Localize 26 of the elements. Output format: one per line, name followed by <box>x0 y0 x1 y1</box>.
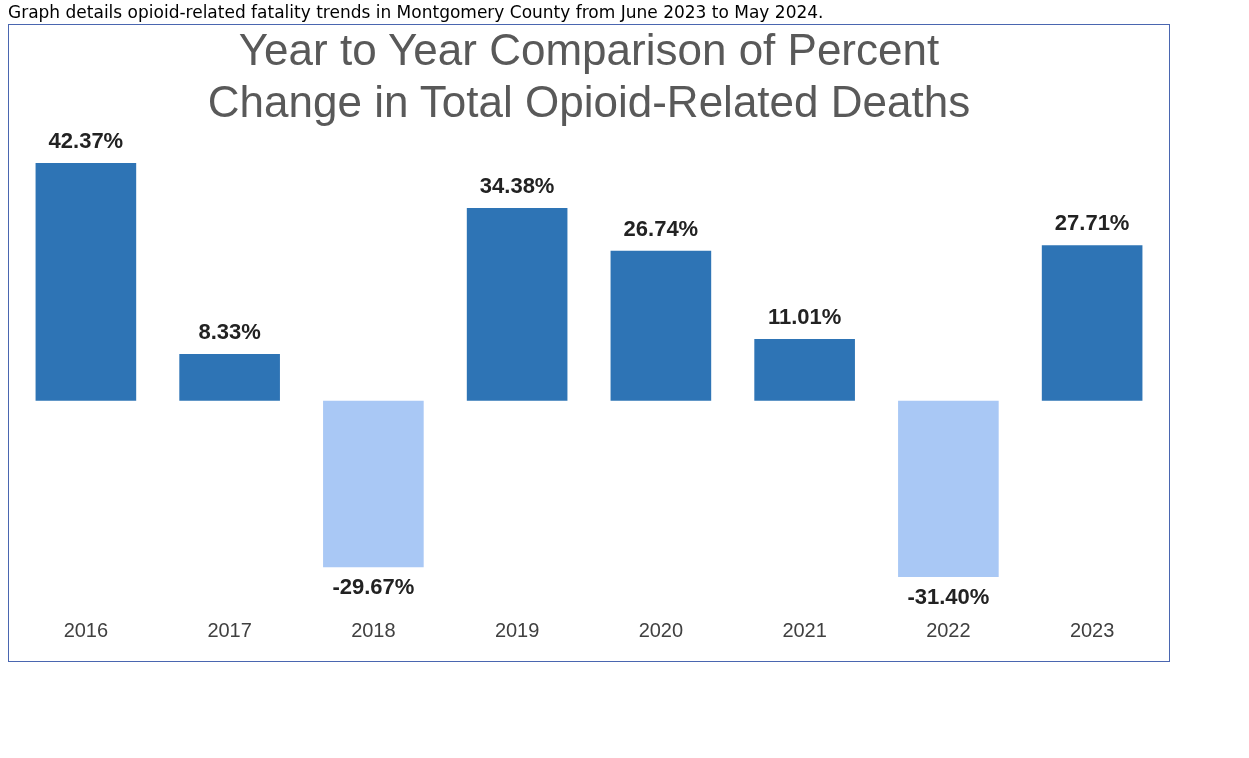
bar <box>466 207 568 401</box>
chart-title: Year to Year Comparison of Percent Change in Total Opioid-Related Deaths <box>207 25 971 126</box>
data-label: 11.01% <box>767 304 842 330</box>
x-tick-label: 2019 <box>494 618 540 641</box>
bar <box>179 354 280 401</box>
bar <box>1041 245 1143 401</box>
x-tick-label: 2021 <box>782 618 827 641</box>
x-tick-label: 2022 <box>926 618 971 641</box>
bar <box>323 400 424 568</box>
data-label: 42.37% <box>48 128 124 154</box>
data-label: -29.67% <box>332 574 415 600</box>
bar <box>610 250 712 401</box>
x-tick-label: 2017 <box>207 618 252 641</box>
x-tick-label: 2020 <box>638 618 684 641</box>
bar <box>754 339 855 401</box>
data-label: -31.40% <box>907 583 990 609</box>
data-label: 34.38% <box>479 172 555 198</box>
bar <box>898 400 999 577</box>
x-tick-label: 2016 <box>63 618 109 641</box>
bar <box>35 163 137 401</box>
text: Graph details opioid-related fatality trends in Montgomery County from June 2023 to May 2024. <box>7 1 825 24</box>
x-tick-label: 2018 <box>351 618 396 641</box>
data-label: 26.74% <box>623 215 699 241</box>
data-label: 27.71% <box>1054 210 1130 236</box>
data-label: 8.33% <box>198 319 261 345</box>
x-tick-label: 2023 <box>1069 618 1115 641</box>
